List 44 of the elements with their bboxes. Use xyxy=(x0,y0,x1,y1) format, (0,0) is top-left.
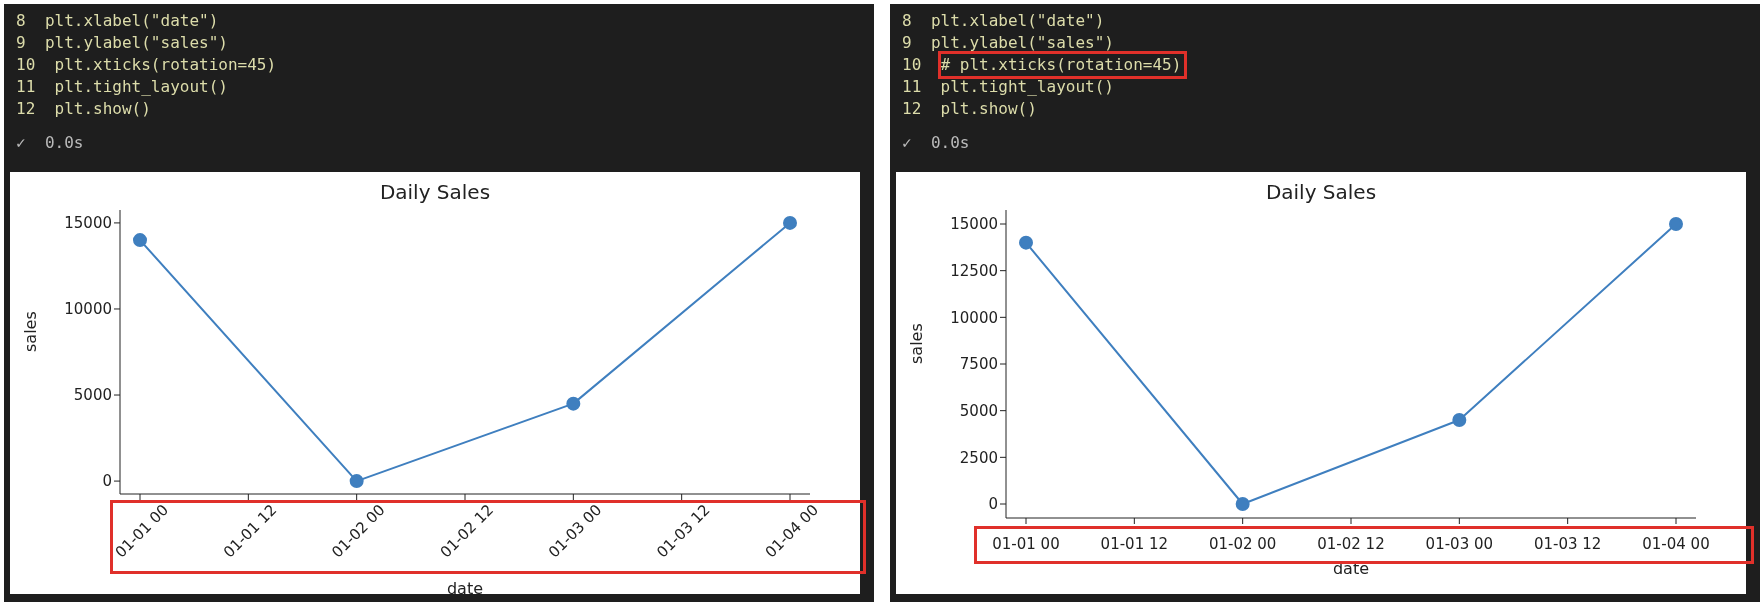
y-tick-label: 15000 xyxy=(64,214,112,233)
y-axis-title: sales xyxy=(906,323,926,364)
y-tick-label: 12500 xyxy=(950,261,998,280)
y-tick-label: 0 xyxy=(102,472,112,491)
text: 9 plt.ylabel("sales") xyxy=(902,32,1114,54)
text: 11 plt.tight_layout() xyxy=(902,76,1114,98)
y-tick-label: 10000 xyxy=(64,300,112,319)
text: 8 plt.xlabel("date") xyxy=(16,10,219,32)
point xyxy=(1669,217,1683,231)
x-axis-title: date xyxy=(1332,559,1370,578)
text: 9 plt.ylabel("sales") xyxy=(16,32,228,54)
chart-title: Daily Sales xyxy=(378,179,492,204)
text: 10 # plt.xticks(rotation=45) xyxy=(902,54,1182,76)
x-tick-label: 01-01 00 xyxy=(992,535,1060,554)
y-tick-label: 0 xyxy=(988,495,998,514)
point xyxy=(1235,497,1250,511)
text: ✓ 0.0s xyxy=(902,132,971,154)
y-tick-label: 5000 xyxy=(73,386,112,405)
text: 8 plt.xlabel("date") xyxy=(902,10,1105,32)
y-axis-title: sales xyxy=(20,311,40,352)
x-tick-label: 01-04 00 xyxy=(1642,535,1710,554)
point xyxy=(1019,235,1033,250)
text: 10 plt.xticks(rotation=45) xyxy=(16,54,277,76)
y-tick-label: 10000 xyxy=(950,308,998,327)
y-tick-label: 7500 xyxy=(959,355,998,374)
chart-title: Daily Sales xyxy=(1264,179,1378,204)
point xyxy=(566,396,581,411)
x-tick-label: 01-03 12 xyxy=(1533,535,1602,554)
y-tick-label: 15000 xyxy=(950,215,998,234)
point xyxy=(133,233,147,248)
x-tick-label: 01-02 12 xyxy=(1317,535,1385,554)
text: 11 plt.tight_layout() xyxy=(16,76,228,98)
point xyxy=(783,215,797,230)
x-tick-label: 01-03 00 xyxy=(1425,535,1494,554)
point xyxy=(1452,413,1467,427)
text: ✓ 0.0s xyxy=(16,132,85,154)
x-tick-label: 01-01 12 xyxy=(1100,535,1169,554)
text: 12 plt.show() xyxy=(16,98,151,120)
x-tick-label: 01-02 00 xyxy=(1208,535,1277,554)
text: 12 plt.show() xyxy=(902,98,1037,120)
y-tick-label: 5000 xyxy=(959,401,998,420)
y-tick-label: 2500 xyxy=(959,448,998,467)
x-axis-title: date xyxy=(446,579,484,598)
point xyxy=(349,474,364,489)
